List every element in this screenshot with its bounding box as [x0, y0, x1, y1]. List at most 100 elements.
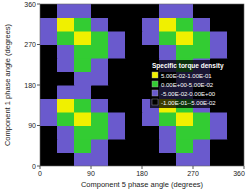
cell — [142, 139, 160, 153]
cell — [91, 139, 109, 153]
cell — [125, 99, 143, 113]
cell — [57, 45, 75, 59]
cell — [125, 139, 143, 153]
cell — [176, 126, 194, 140]
chart: 090180270360090180270360Component 5 phas… — [0, 0, 247, 189]
cell — [91, 58, 109, 72]
cell — [91, 72, 109, 86]
legend-label: -1.00E-01--5.00E-02 — [161, 100, 216, 106]
cell — [74, 4, 92, 18]
cell — [91, 153, 109, 167]
cell — [142, 112, 160, 126]
cell — [40, 31, 58, 45]
x-tick — [142, 166, 143, 169]
cell — [74, 126, 92, 140]
cell — [159, 112, 177, 126]
cell — [108, 31, 126, 45]
cell — [74, 85, 92, 99]
cell — [159, 31, 177, 45]
cell — [108, 72, 126, 86]
cell — [40, 72, 58, 86]
cell — [57, 139, 75, 153]
cell — [108, 99, 126, 113]
cell — [193, 153, 211, 167]
cell — [91, 85, 109, 99]
cell — [40, 4, 58, 18]
cell — [227, 4, 244, 18]
cell — [74, 31, 92, 45]
cell — [210, 112, 228, 126]
cell — [57, 31, 75, 45]
cell — [57, 72, 75, 86]
y-tick — [37, 44, 40, 45]
cell — [40, 45, 58, 59]
cell — [159, 126, 177, 140]
cell — [227, 45, 244, 59]
cell — [91, 4, 109, 18]
cell — [91, 31, 109, 45]
cell — [57, 126, 75, 140]
cell — [210, 153, 228, 167]
x-tick-label: 270 — [187, 170, 199, 177]
cell — [125, 126, 143, 140]
cell — [176, 153, 194, 167]
legend-title: Specific torque density — [152, 62, 224, 70]
cell — [159, 45, 177, 59]
cell — [40, 58, 58, 72]
cell — [159, 18, 177, 32]
cell — [57, 85, 75, 99]
y-tick — [37, 4, 40, 5]
cell — [193, 31, 211, 45]
cell — [125, 72, 143, 86]
legend-swatch — [152, 99, 158, 105]
y-tick — [37, 85, 40, 86]
legend-label: 5.00E-02-1.00E-01 — [161, 73, 212, 79]
legend-swatch — [152, 90, 158, 96]
cell — [40, 139, 58, 153]
x-axis-label: Component 5 phase angle (degrees) — [81, 180, 204, 189]
cell — [40, 18, 58, 32]
cell — [210, 45, 228, 59]
cell — [108, 45, 126, 59]
y-tick — [37, 125, 40, 126]
cell — [40, 112, 58, 126]
x-tick-label: 180 — [136, 170, 148, 177]
cell — [74, 112, 92, 126]
cell — [74, 58, 92, 72]
cell — [159, 153, 177, 167]
legend-label: -5.00E-02-0.00E+00 — [161, 91, 216, 97]
cell — [40, 126, 58, 140]
legend-swatch — [152, 72, 158, 78]
cell — [210, 18, 228, 32]
cell — [227, 18, 244, 32]
legend-box — [150, 60, 243, 108]
cell — [176, 112, 194, 126]
legend-swatch — [152, 81, 158, 87]
cell — [91, 126, 109, 140]
cell — [57, 153, 75, 167]
cell — [176, 45, 194, 59]
cell — [125, 153, 143, 167]
cell — [74, 18, 92, 32]
cell — [176, 139, 194, 153]
cell — [125, 31, 143, 45]
cell — [193, 112, 211, 126]
cell — [142, 18, 160, 32]
y-tick-label: 90 — [28, 122, 36, 129]
cell — [108, 139, 126, 153]
cell — [57, 58, 75, 72]
cell — [40, 99, 58, 113]
cell — [108, 4, 126, 18]
cell — [74, 99, 92, 113]
legend-label: 0.00E+00-5.00E-02 — [161, 82, 214, 88]
cell — [91, 45, 109, 59]
cell — [210, 4, 228, 18]
y-tick-label: 270 — [24, 41, 36, 48]
x-tick-label: 360 — [233, 170, 245, 177]
cell — [142, 45, 160, 59]
x-tick — [244, 166, 245, 169]
cell — [57, 18, 75, 32]
cells — [40, 4, 244, 166]
cell — [193, 4, 211, 18]
cell — [193, 126, 211, 140]
